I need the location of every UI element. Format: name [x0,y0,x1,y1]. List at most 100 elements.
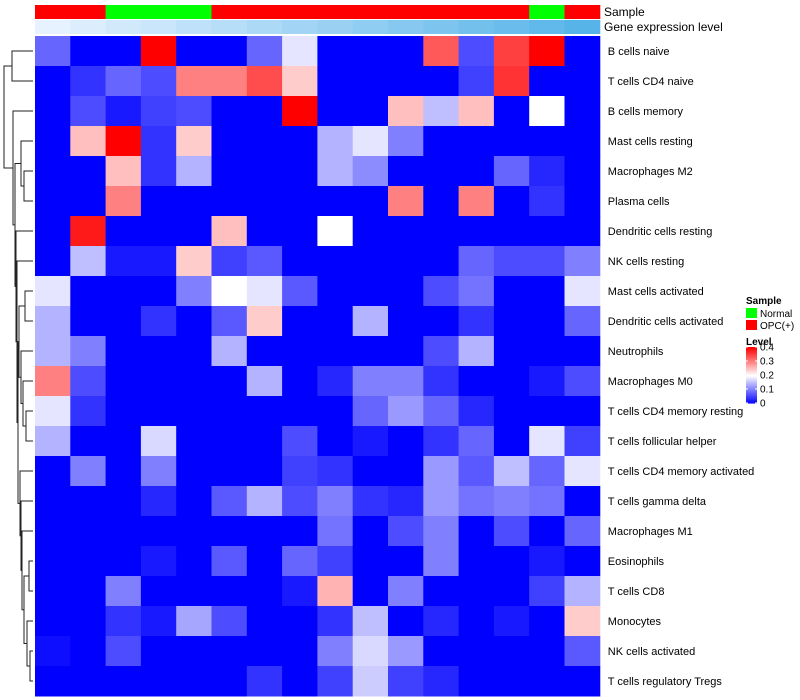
heatmap-cell [458,366,495,397]
row-label: Dendritic cells activated [608,316,724,328]
heatmap-cell [493,276,530,307]
heatmap-cell [246,36,283,67]
heatmap-cell [246,306,283,337]
heatmap-cell [317,36,354,67]
heatmap-cell [176,36,212,67]
heatmap-cell [388,636,424,667]
sample-annotation-cell [388,5,424,19]
heatmap-cell [211,486,248,517]
legend-colorbar-segment [746,401,757,404]
heatmap-cell [70,126,107,157]
heatmap-cell [176,246,212,277]
heatmap-cell [105,66,142,97]
legend-tick-label: 0.4 [760,343,774,354]
heatmap-cell [317,306,354,337]
heatmap-cell [529,456,565,487]
legend-colorbar-segment [746,352,757,355]
heatmap-cell [35,186,71,217]
heatmap-cell [35,126,71,157]
legend-colorbar-segment [746,391,757,394]
heatmap-cell [70,36,107,67]
row-labels: B cells naive T cells CD4 naive B cells me… [608,46,755,688]
heatmap-cell [70,546,107,577]
heatmap-cell [317,546,354,577]
heatmap-cell [246,426,283,457]
heatmap-cell [105,576,142,607]
heatmap-cell [282,246,318,277]
heatmap-cell [493,516,530,547]
heatmap-cell [317,636,354,667]
row-label: T cells regulatory Tregs [608,676,723,688]
heatmap-cell [564,186,601,217]
legend-colorbar-segment [746,376,757,379]
heatmap-cell [458,246,495,277]
heatmap-cell [423,546,460,577]
heatmap-cell [564,516,601,547]
heatmap-cell [458,66,495,97]
row-label: Monocytes [608,616,662,628]
heatmap-cell [493,186,530,217]
legend-colorbar-segment [746,373,757,376]
heatmap-cell [176,546,212,577]
heatmap-cell [105,216,142,247]
heatmap-cell [35,276,71,307]
heatmap-cell [211,426,248,457]
heatmap-cell [564,426,601,457]
heatmap-cell [282,66,318,97]
heatmap-cell [388,126,424,157]
heatmap-cell [458,96,495,127]
heatmap-cell [388,276,424,307]
heatmap-cell [282,516,318,547]
heatmap-cell [246,156,283,187]
heatmap-cell [140,636,177,667]
heatmap-cell [458,606,495,637]
row-label: NK cells activated [608,646,695,658]
heatmap-cell [282,36,318,67]
heatmap-cell [105,546,142,577]
heatmap-cell [70,486,107,517]
heatmap-cell [493,336,530,367]
heatmap-cell [388,666,424,697]
heatmap-cell [70,666,107,697]
legend-tick-label: 0.3 [760,357,774,368]
heatmap-cell [176,276,212,307]
heatmap-cell [35,366,71,397]
heatmap-cell [140,576,177,607]
heatmap-cell [317,186,354,217]
heatmap-cell [140,666,177,697]
expression-annotation-label: Gene expression level [604,20,723,34]
heatmap-cell [140,336,177,367]
heatmap-cell [176,486,212,517]
heatmap-cell [423,426,460,457]
heatmap-cell [388,546,424,577]
heatmap-cell [564,276,601,307]
heatmap-cell [458,456,495,487]
dendrogram-branch [20,500,33,571]
heatmap-cell [458,576,495,607]
legend-colorbar-segment [746,398,757,401]
legend-colorbar-segment [746,369,757,372]
heatmap-cell [493,366,530,397]
heatmap-cell [35,426,71,457]
heatmap-cell [493,666,530,697]
heatmap-cell [282,456,318,487]
heatmap-cell [352,516,389,547]
heatmap-cell [140,486,177,517]
heatmap-cell [423,516,460,547]
expression-annotation-cell [282,20,318,34]
heatmap-cell [70,96,107,127]
legend-colorbar-segment [746,382,757,384]
expression-annotation-cell [564,20,601,34]
heatmap-cell [211,126,248,157]
heatmap-cell [388,246,424,277]
heatmap-cell [35,306,71,337]
heatmap-cell [105,666,142,697]
legend-colorbar-segment [746,362,757,365]
heatmap-cell [423,336,460,367]
sample-annotation-cell [176,5,212,19]
heatmap-cell [423,216,460,247]
expression-annotation-cell [35,20,71,34]
heatmap-cell [176,666,212,697]
heatmap-cell [140,66,177,97]
